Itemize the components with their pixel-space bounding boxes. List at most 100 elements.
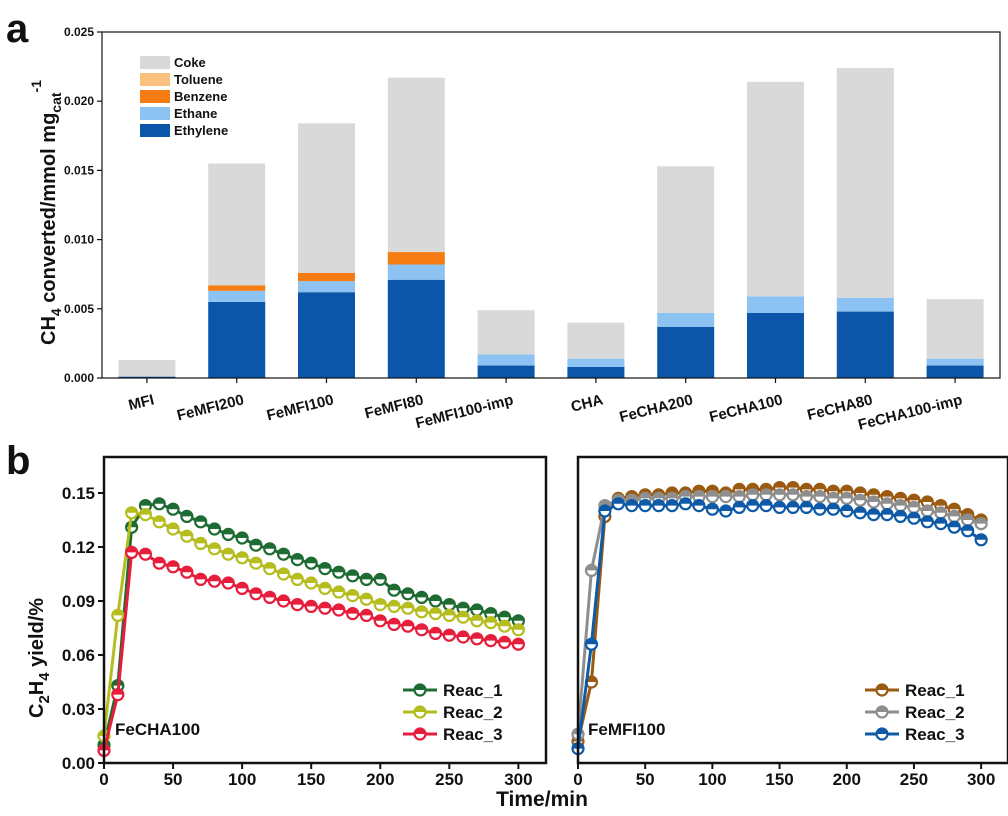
data-point-fill-reac_1	[153, 498, 165, 504]
bar-fecha80-ethane	[836, 297, 894, 312]
data-point-fill-reac_2	[599, 500, 611, 506]
bar-femfi80-coke	[387, 77, 445, 253]
data-point-fill-reac_3	[416, 624, 428, 630]
data-point-fill-reac_2	[895, 500, 906, 506]
x-tick-label: 0	[99, 770, 108, 789]
data-point-fill-reac_3	[948, 521, 960, 528]
data-point-fill-reac_3	[693, 500, 705, 506]
data-point-fill-reac_1	[430, 595, 442, 601]
data-point-fill-reac_1	[222, 528, 234, 535]
data-point-fill-reac_2	[112, 609, 124, 616]
y-axis-label-a: CH4 converted/mmol mgcat-1	[28, 80, 64, 345]
data-point-fill-reac_1	[585, 676, 597, 682]
line-chart-fecha100: 0 50 100 150 200 250 300 0.00 0.03 0.06 0.09 0.12 0.…	[26, 455, 548, 789]
bar-cha-coke	[567, 322, 625, 359]
data-point-fill-reac_1	[360, 573, 372, 580]
data-point-fill-reac_2	[250, 557, 262, 564]
data-point-fill-reac_2	[814, 491, 826, 497]
data-point-fill-reac_1	[181, 510, 193, 517]
inset-title-femfi100: FeMFI100	[588, 720, 665, 739]
bar-fecha80-coke	[836, 67, 894, 298]
data-point-fill-reac_3	[512, 638, 524, 645]
bar-fecha200-ethylene	[657, 326, 715, 378]
data-point-fill-reac_1	[868, 489, 880, 495]
data-point-fill-reac_3	[305, 600, 317, 607]
legend-label-ethane: Ethane	[174, 106, 217, 121]
data-point-fill-reac_1	[443, 599, 455, 605]
data-point-fill-reac_1	[774, 482, 786, 488]
data-point-fill-reac_2	[774, 489, 786, 495]
y-tick-label: 0.15	[62, 484, 95, 503]
legend-label-reac_2: Reac_2	[905, 703, 965, 722]
category-label: FeMFI200	[175, 391, 245, 424]
legend-marker-fill	[414, 684, 426, 690]
data-point-fill-reac_3	[181, 566, 193, 573]
data-point-fill-reac_2	[485, 617, 497, 623]
data-point-fill-reac_2	[167, 523, 179, 529]
bar-femfi200-ethylene	[208, 301, 266, 378]
legend-label-reac_1: Reac_1	[443, 681, 503, 700]
data-point-fill-reac_2	[457, 611, 469, 618]
panel-label-a: a	[6, 7, 29, 51]
x-tick-label: 250	[435, 770, 463, 789]
data-point-fill-reac_2	[139, 509, 151, 515]
data-point-fill-reac_3	[962, 525, 974, 531]
data-point-fill-reac_2	[236, 552, 248, 558]
data-point-fill-reac_1	[921, 496, 933, 502]
data-point-fill-reac_3	[680, 498, 691, 504]
bar-femfi100-coke	[298, 123, 355, 273]
legend-swatch-coke	[140, 56, 170, 69]
x-tick-label: 50	[164, 770, 183, 789]
data-point-fill-reac_1	[250, 539, 262, 546]
data-point-fill-reac_1	[908, 494, 920, 501]
data-point-fill-reac_1	[236, 532, 248, 538]
y-tick-label: 0.12	[62, 538, 95, 557]
data-point-fill-reac_2	[800, 491, 812, 497]
legend-swatch-benzene	[140, 90, 170, 103]
data-point-fill-reac_3	[250, 588, 262, 594]
data-point-fill-reac_3	[720, 505, 732, 511]
data-point-fill-reac_2	[471, 615, 483, 621]
data-point-fill-reac_3	[800, 501, 812, 508]
data-point-fill-reac_1	[814, 483, 826, 490]
data-point-fill-reac_3	[827, 503, 839, 510]
data-point-fill-reac_2	[305, 577, 317, 583]
legend-a: Coke Toluene Benzene Ethane Ethylene	[140, 55, 228, 138]
data-point-fill-reac_2	[747, 489, 759, 495]
data-point-fill-reac_2	[733, 491, 745, 497]
legend-b-left: Reac_1 Reac_2 Reac_3	[403, 681, 503, 744]
data-point-fill-reac_2	[181, 530, 193, 537]
data-point-fill-reac_1	[278, 548, 290, 555]
data-point-fill-reac_2	[868, 496, 880, 502]
data-point-fill-reac_2	[921, 505, 933, 511]
data-point-fill-reac_3	[612, 498, 624, 504]
data-point-fill-reac_2	[443, 609, 455, 616]
data-point-fill-reac_2	[975, 518, 987, 524]
data-point-fill-reac_3	[653, 500, 665, 506]
bar-femfi200-ethane	[208, 290, 266, 302]
data-point-fill-reac_2	[639, 492, 651, 499]
bar-fecha100-imp-coke	[926, 299, 984, 359]
data-point-fill-reac_3	[733, 501, 745, 508]
bar-mfi-coke	[118, 360, 176, 377]
data-point-fill-reac_3	[112, 689, 124, 695]
bar-femfi100-ethane	[298, 281, 355, 293]
data-point-fill-reac_1	[693, 485, 705, 492]
data-point-fill-reac_1	[962, 509, 974, 515]
bar-femfi200-coke	[208, 163, 266, 286]
bar-femfi80-ethane	[387, 264, 445, 280]
data-point-fill-reac_1	[167, 503, 179, 510]
bar-fecha80-ethylene	[836, 311, 894, 378]
data-point-fill-reac_1	[471, 604, 483, 610]
data-point-fill-reac_3	[895, 510, 906, 517]
data-point-fill-reac_3	[209, 575, 220, 582]
data-point-fill-reac_2	[787, 489, 799, 495]
x-tick-label: 0	[573, 770, 582, 789]
data-point-fill-reac_1	[760, 483, 772, 490]
data-point-fill-reac_1	[800, 483, 812, 490]
data-point-fill-reac_1	[388, 584, 400, 591]
data-point-fill-reac_3	[814, 503, 826, 510]
data-point-fill-reac_1	[706, 485, 718, 492]
data-point-fill-reac_1	[841, 485, 853, 492]
inset-title-fecha100: FeCHA100	[115, 720, 200, 739]
